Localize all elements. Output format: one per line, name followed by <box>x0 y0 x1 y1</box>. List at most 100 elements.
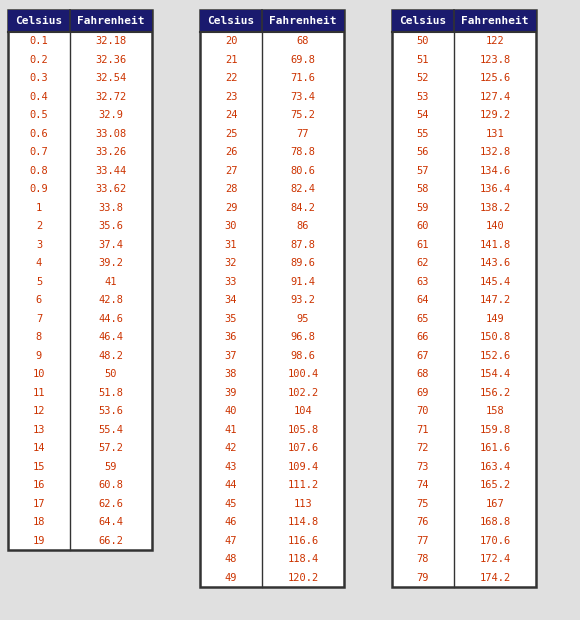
Text: 42.8: 42.8 <box>99 295 124 305</box>
Text: 116.6: 116.6 <box>287 536 318 546</box>
Text: 0.2: 0.2 <box>30 55 48 64</box>
Text: 113: 113 <box>293 498 313 509</box>
Text: 100.4: 100.4 <box>287 370 318 379</box>
Text: 163.4: 163.4 <box>480 462 510 472</box>
Text: 50: 50 <box>417 36 429 46</box>
Text: 33.62: 33.62 <box>95 184 126 194</box>
Text: 53: 53 <box>417 92 429 102</box>
Text: 15: 15 <box>32 462 45 472</box>
Text: 170.6: 170.6 <box>480 536 510 546</box>
Text: 129.2: 129.2 <box>480 110 510 120</box>
Text: 6: 6 <box>36 295 42 305</box>
Text: 28: 28 <box>225 184 237 194</box>
Text: 57: 57 <box>417 166 429 175</box>
Text: 69: 69 <box>417 388 429 398</box>
Text: 5: 5 <box>36 277 42 286</box>
Text: 49: 49 <box>225 573 237 583</box>
Bar <box>392 10 536 587</box>
Text: 41: 41 <box>105 277 117 286</box>
Text: 165.2: 165.2 <box>480 480 510 490</box>
Text: 52: 52 <box>417 73 429 83</box>
Text: 127.4: 127.4 <box>480 92 510 102</box>
Text: 37.4: 37.4 <box>99 240 124 250</box>
Text: 77: 77 <box>417 536 429 546</box>
Text: 86: 86 <box>297 221 309 231</box>
Text: 19: 19 <box>32 536 45 546</box>
Text: 107.6: 107.6 <box>287 443 318 453</box>
Text: 64: 64 <box>417 295 429 305</box>
Text: 48: 48 <box>225 554 237 564</box>
Text: 48.2: 48.2 <box>99 351 124 361</box>
Text: 23: 23 <box>225 92 237 102</box>
Text: 31: 31 <box>225 240 237 250</box>
Text: 141.8: 141.8 <box>480 240 510 250</box>
Text: 132.8: 132.8 <box>480 148 510 157</box>
Text: 109.4: 109.4 <box>287 462 318 472</box>
Text: 167: 167 <box>485 498 505 509</box>
Text: 84.2: 84.2 <box>291 203 316 213</box>
Text: Fahrenheit: Fahrenheit <box>269 16 337 26</box>
Text: 150.8: 150.8 <box>480 332 510 342</box>
Text: 64.4: 64.4 <box>99 517 124 527</box>
Text: 11: 11 <box>32 388 45 398</box>
Text: 32.54: 32.54 <box>95 73 126 83</box>
Text: Fahrenheit: Fahrenheit <box>461 16 529 26</box>
Text: 41: 41 <box>225 425 237 435</box>
Text: 138.2: 138.2 <box>480 203 510 213</box>
Text: 114.8: 114.8 <box>287 517 318 527</box>
Text: 0.9: 0.9 <box>30 184 48 194</box>
Text: 17: 17 <box>32 498 45 509</box>
Text: 159.8: 159.8 <box>480 425 510 435</box>
Text: 93.2: 93.2 <box>291 295 316 305</box>
Text: 70: 70 <box>417 406 429 416</box>
Bar <box>8 10 152 550</box>
Text: 105.8: 105.8 <box>287 425 318 435</box>
Text: 20: 20 <box>225 36 237 46</box>
Text: 1: 1 <box>36 203 42 213</box>
Text: 120.2: 120.2 <box>287 573 318 583</box>
Text: 37: 37 <box>225 351 237 361</box>
Text: 158: 158 <box>485 406 505 416</box>
Text: 91.4: 91.4 <box>291 277 316 286</box>
Text: 54: 54 <box>417 110 429 120</box>
Text: 75.2: 75.2 <box>291 110 316 120</box>
Text: 71.6: 71.6 <box>291 73 316 83</box>
Text: 154.4: 154.4 <box>480 370 510 379</box>
Text: 13: 13 <box>32 425 45 435</box>
Text: 33.44: 33.44 <box>95 166 126 175</box>
Text: 143.6: 143.6 <box>480 259 510 268</box>
Text: 39.2: 39.2 <box>99 259 124 268</box>
Text: 9: 9 <box>36 351 42 361</box>
Text: 3: 3 <box>36 240 42 250</box>
Text: 89.6: 89.6 <box>291 259 316 268</box>
Text: 78: 78 <box>417 554 429 564</box>
Text: 27: 27 <box>225 166 237 175</box>
Text: 66.2: 66.2 <box>99 536 124 546</box>
Text: 24: 24 <box>225 110 237 120</box>
Text: 8: 8 <box>36 332 42 342</box>
Text: 2: 2 <box>36 221 42 231</box>
Text: 0.8: 0.8 <box>30 166 48 175</box>
Text: 73.4: 73.4 <box>291 92 316 102</box>
Text: 66: 66 <box>417 332 429 342</box>
Text: 168.8: 168.8 <box>480 517 510 527</box>
Text: 33.08: 33.08 <box>95 129 126 139</box>
Text: 131: 131 <box>485 129 505 139</box>
Text: 79: 79 <box>417 573 429 583</box>
Text: Celsius: Celsius <box>208 16 255 26</box>
Text: 4: 4 <box>36 259 42 268</box>
Text: 61: 61 <box>417 240 429 250</box>
Text: 134.6: 134.6 <box>480 166 510 175</box>
Text: 104: 104 <box>293 406 313 416</box>
Text: 122: 122 <box>485 36 505 46</box>
Text: 123.8: 123.8 <box>480 55 510 64</box>
Text: 98.6: 98.6 <box>291 351 316 361</box>
Text: 118.4: 118.4 <box>287 554 318 564</box>
Text: 43: 43 <box>225 462 237 472</box>
Text: 33: 33 <box>225 277 237 286</box>
Text: 32: 32 <box>225 259 237 268</box>
Text: 59: 59 <box>417 203 429 213</box>
Text: 77: 77 <box>297 129 309 139</box>
Text: 102.2: 102.2 <box>287 388 318 398</box>
Text: 67: 67 <box>417 351 429 361</box>
